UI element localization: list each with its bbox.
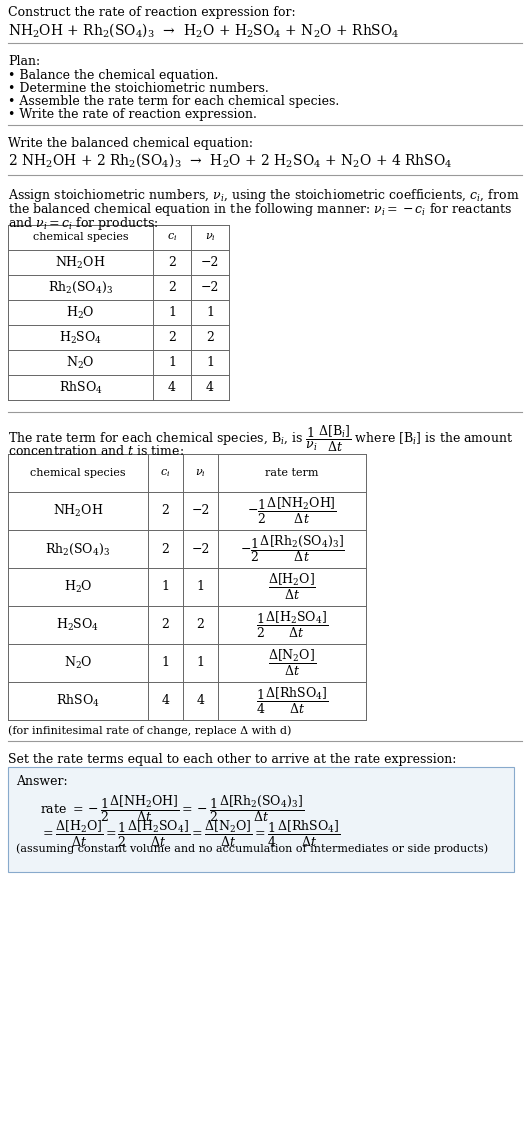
- Text: Write the balanced chemical equation:: Write the balanced chemical equation:: [8, 137, 253, 150]
- Text: 1: 1: [168, 306, 176, 319]
- Text: • Assemble the rate term for each chemical species.: • Assemble the rate term for each chemic…: [8, 95, 339, 108]
- Text: $-\dfrac{1}{2}\dfrac{\Delta[\mathrm{NH_2OH}]}{\Delta t}$: $-\dfrac{1}{2}\dfrac{\Delta[\mathrm{NH_2…: [247, 496, 337, 526]
- Text: chemical species: chemical species: [30, 469, 126, 478]
- Text: $= \dfrac{\Delta[\mathrm{H_2O}]}{\Delta t} = \dfrac{1}{2}\dfrac{\Delta[\mathrm{H: $= \dfrac{\Delta[\mathrm{H_2O}]}{\Delta …: [40, 819, 340, 849]
- Text: 4: 4: [206, 381, 214, 394]
- Text: (for infinitesimal rate of change, replace Δ with d): (for infinitesimal rate of change, repla…: [8, 725, 292, 735]
- Text: 1: 1: [197, 657, 205, 669]
- Text: −2: −2: [201, 256, 219, 269]
- Text: 4: 4: [162, 694, 170, 708]
- Text: 2: 2: [162, 505, 170, 518]
- Text: 4: 4: [197, 694, 205, 708]
- Text: 1: 1: [162, 657, 170, 669]
- Text: The rate term for each chemical species, B$_i$, is $\dfrac{1}{\nu_i}\dfrac{\Delt: The rate term for each chemical species,…: [8, 424, 514, 454]
- Text: concentration and $t$ is time:: concentration and $t$ is time:: [8, 443, 184, 458]
- Text: −2: −2: [201, 280, 219, 294]
- Text: $\dfrac{1}{2}\dfrac{\Delta[\mathrm{H_2SO_4}]}{\Delta t}$: $\dfrac{1}{2}\dfrac{\Delta[\mathrm{H_2SO…: [256, 610, 328, 640]
- Text: • Write the rate of reaction expression.: • Write the rate of reaction expression.: [8, 108, 257, 121]
- Text: 2: 2: [162, 619, 170, 632]
- Text: NH$_2$OH: NH$_2$OH: [55, 254, 105, 270]
- FancyBboxPatch shape: [8, 767, 514, 872]
- Text: rate $= -\dfrac{1}{2}\dfrac{\Delta[\mathrm{NH_2OH}]}{\Delta t} = -\dfrac{1}{2}\d: rate $= -\dfrac{1}{2}\dfrac{\Delta[\math…: [40, 793, 304, 824]
- Text: $c_i$: $c_i$: [167, 231, 177, 244]
- Text: • Determine the stoichiometric numbers.: • Determine the stoichiometric numbers.: [8, 82, 269, 95]
- Text: 2: 2: [168, 256, 176, 269]
- Text: and $\nu_i = c_i$ for products:: and $\nu_i = c_i$ for products:: [8, 215, 158, 233]
- Text: $\nu_i$: $\nu_i$: [205, 231, 215, 244]
- Text: H$_2$O: H$_2$O: [66, 304, 95, 320]
- Text: 4: 4: [168, 381, 176, 394]
- Text: $\dfrac{\Delta[\mathrm{N_2O}]}{\Delta t}$: $\dfrac{\Delta[\mathrm{N_2O}]}{\Delta t}…: [268, 648, 316, 678]
- Text: Rh$_2$(SO$_4$)$_3$: Rh$_2$(SO$_4$)$_3$: [46, 542, 111, 556]
- Text: Assign stoichiometric numbers, $\nu_i$, using the stoichiometric coefficients, $: Assign stoichiometric numbers, $\nu_i$, …: [8, 187, 519, 204]
- Text: RhSO$_4$: RhSO$_4$: [59, 380, 102, 396]
- Text: $\dfrac{\Delta[\mathrm{H_2O}]}{\Delta t}$: $\dfrac{\Delta[\mathrm{H_2O}]}{\Delta t}…: [268, 572, 316, 602]
- Text: −2: −2: [191, 505, 210, 518]
- Text: the balanced chemical equation in the following manner: $\nu_i = -c_i$ for react: the balanced chemical equation in the fo…: [8, 201, 513, 218]
- Text: 2: 2: [168, 331, 176, 344]
- Text: 2: 2: [197, 619, 205, 632]
- Text: 1: 1: [197, 580, 205, 594]
- Text: RhSO$_4$: RhSO$_4$: [56, 693, 100, 709]
- Text: • Balance the chemical equation.: • Balance the chemical equation.: [8, 70, 218, 82]
- Text: rate term: rate term: [265, 469, 319, 478]
- Text: chemical species: chemical species: [33, 233, 128, 243]
- Text: $\nu_i$: $\nu_i$: [195, 467, 206, 479]
- Text: NH$_2$OH + Rh$_2$(SO$_4$)$_3$  →  H$_2$O + H$_2$SO$_4$ + N$_2$O + RhSO$_4$: NH$_2$OH + Rh$_2$(SO$_4$)$_3$ → H$_2$O +…: [8, 21, 400, 39]
- Text: NH$_2$OH: NH$_2$OH: [53, 503, 103, 519]
- Text: N$_2$O: N$_2$O: [66, 355, 95, 371]
- Text: N$_2$O: N$_2$O: [64, 656, 92, 671]
- Text: $c_i$: $c_i$: [161, 467, 171, 479]
- Text: Set the rate terms equal to each other to arrive at the rate expression:: Set the rate terms equal to each other t…: [8, 754, 456, 766]
- Text: Answer:: Answer:: [16, 775, 68, 788]
- Text: $\dfrac{1}{4}\dfrac{\Delta[\mathrm{RhSO_4}]}{\Delta t}$: $\dfrac{1}{4}\dfrac{\Delta[\mathrm{RhSO_…: [255, 686, 328, 716]
- Text: H$_2$SO$_4$: H$_2$SO$_4$: [56, 617, 100, 633]
- Text: 2: 2: [168, 280, 176, 294]
- Text: 2: 2: [162, 543, 170, 555]
- Text: Plan:: Plan:: [8, 55, 40, 68]
- Text: $-\dfrac{1}{2}\dfrac{\Delta[\mathrm{Rh_2(SO_4)_3}]}{\Delta t}$: $-\dfrac{1}{2}\dfrac{\Delta[\mathrm{Rh_2…: [240, 534, 344, 564]
- Text: −2: −2: [191, 543, 210, 555]
- Text: 1: 1: [162, 580, 170, 594]
- Text: 1: 1: [168, 356, 176, 369]
- Text: Rh$_2$(SO$_4$)$_3$: Rh$_2$(SO$_4$)$_3$: [48, 280, 113, 295]
- Text: H$_2$SO$_4$: H$_2$SO$_4$: [59, 329, 102, 345]
- Text: 2 NH$_2$OH + 2 Rh$_2$(SO$_4$)$_3$  →  H$_2$O + 2 H$_2$SO$_4$ + N$_2$O + 4 RhSO$_: 2 NH$_2$OH + 2 Rh$_2$(SO$_4$)$_3$ → H$_2…: [8, 150, 453, 169]
- Text: 2: 2: [206, 331, 214, 344]
- Text: 1: 1: [206, 356, 214, 369]
- Text: Construct the rate of reaction expression for:: Construct the rate of reaction expressio…: [8, 6, 296, 19]
- Text: 1: 1: [206, 306, 214, 319]
- Text: H$_2$O: H$_2$O: [64, 579, 92, 595]
- Text: (assuming constant volume and no accumulation of intermediates or side products): (assuming constant volume and no accumul…: [16, 842, 488, 854]
